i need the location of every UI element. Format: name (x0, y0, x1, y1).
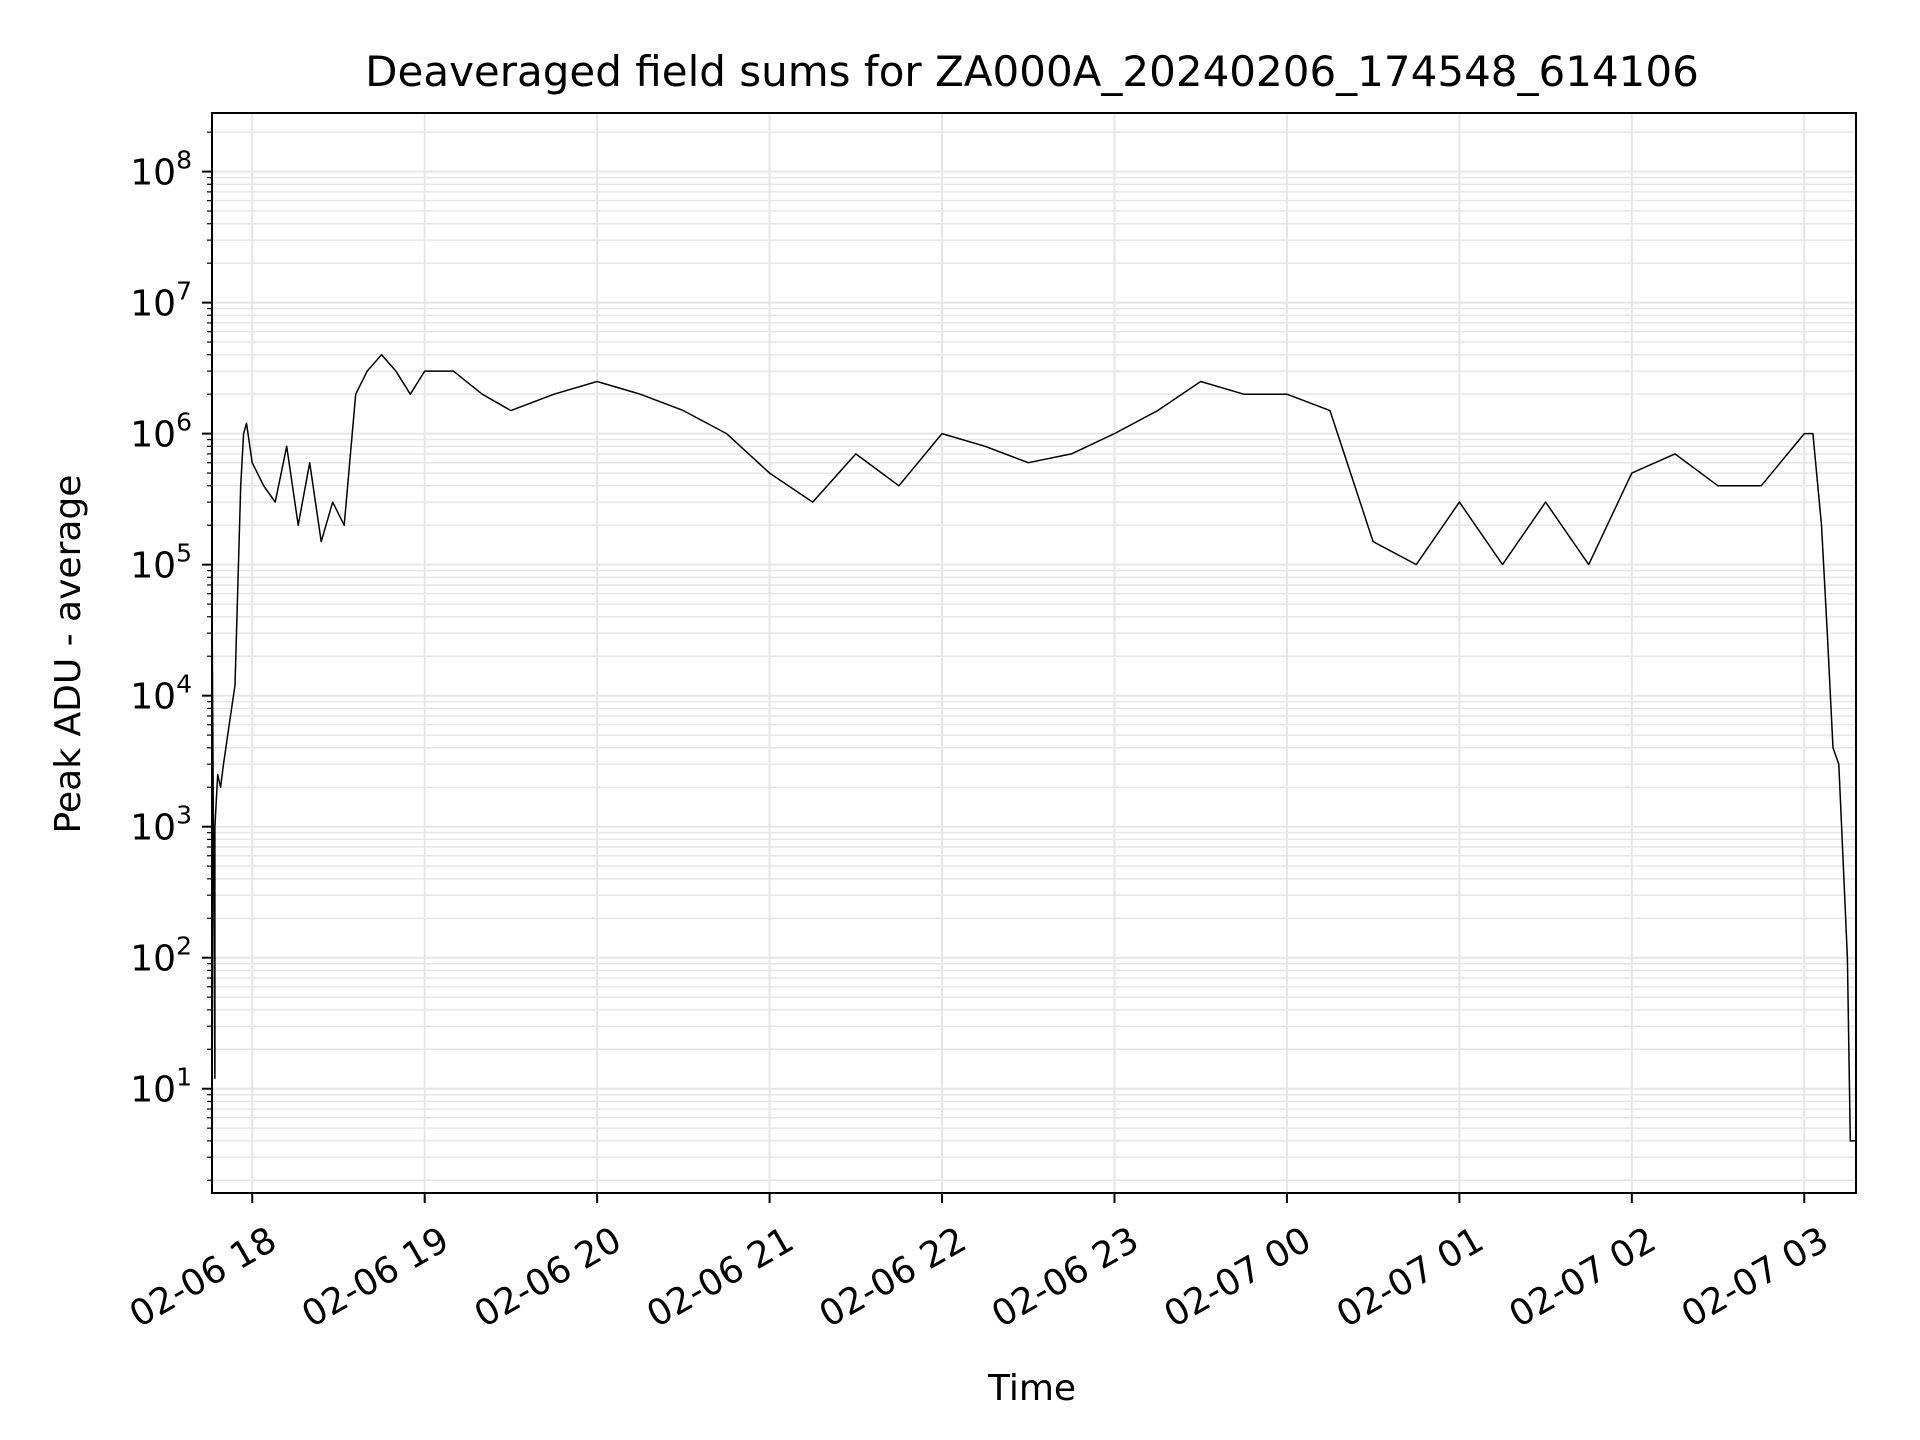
plot-frame (211, 112, 1857, 1194)
series-group (211, 353, 1856, 1142)
y-tick-label: 107 (130, 277, 192, 325)
grid (212, 113, 1856, 1193)
x-axis-label: Time (987, 1368, 1076, 1409)
y-tick-label: 101 (130, 1063, 192, 1111)
y-tick-label: 104 (130, 670, 192, 718)
y-tick-label: 103 (130, 801, 192, 849)
y-tick-label: 102 (130, 932, 192, 980)
series-line (211, 353, 1856, 1142)
y-axis: 101 102 103 104 105 106 107 108 (130, 131, 212, 1181)
y-tick-label: 106 (130, 408, 192, 456)
y-tick-label: 108 (130, 146, 192, 194)
y-axis-label: Peak ADU - average (48, 475, 89, 834)
y-tick-label: 105 (130, 539, 192, 587)
chart-title: Deaveraged field sums for ZA000A_2024020… (365, 47, 1699, 96)
